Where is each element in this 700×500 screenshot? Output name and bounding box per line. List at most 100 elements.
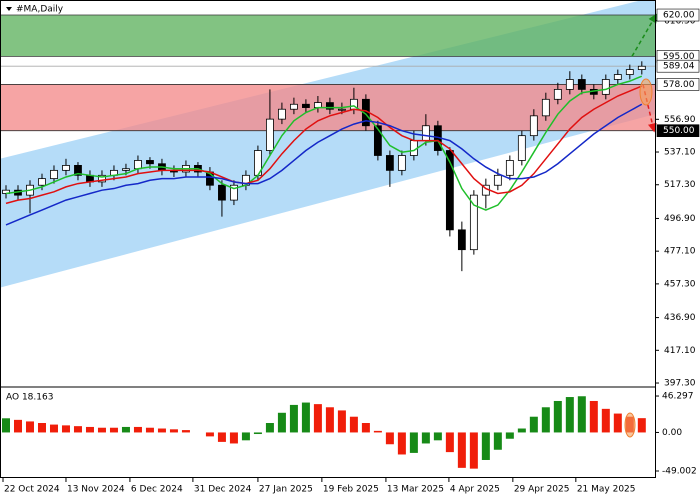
price-panel xyxy=(0,0,657,288)
ao-bar xyxy=(493,432,502,450)
x-tick-label: 13 Mar 2025 xyxy=(387,485,444,495)
ao-bar xyxy=(205,432,214,437)
x-tick-label: 21 May 2025 xyxy=(577,485,636,495)
ao-bar xyxy=(529,416,538,433)
ao-bar xyxy=(373,430,382,433)
x-tick-label: 13 Nov 2024 xyxy=(67,485,125,495)
ao-bar xyxy=(85,426,94,433)
candle-body xyxy=(493,174,502,186)
candle-body xyxy=(50,169,58,180)
ao-bar xyxy=(169,429,178,433)
y-tick-label: 397.30 xyxy=(664,379,696,389)
ao-bar xyxy=(517,428,526,433)
candle-body xyxy=(62,165,70,171)
candle-body xyxy=(457,229,466,251)
level-label-box xyxy=(656,78,700,91)
x-tick-label: 22 Oct 2024 xyxy=(4,485,60,495)
ao-bar xyxy=(49,424,58,433)
moving-average xyxy=(5,75,643,211)
candle-body xyxy=(421,125,430,142)
candle-body xyxy=(577,79,586,90)
candle-body xyxy=(146,160,154,165)
candle-body xyxy=(469,194,478,251)
ao-bar xyxy=(505,432,514,439)
ao-bar xyxy=(409,432,418,453)
y-tick-label: 537.10 xyxy=(664,148,696,158)
highlight xyxy=(639,78,653,106)
ao-bar xyxy=(313,404,322,433)
y-tick-label: 436.90 xyxy=(664,313,696,323)
candle-body xyxy=(553,88,562,100)
y-tick-label: 556.90 xyxy=(664,115,696,125)
ao-bar xyxy=(589,400,598,433)
ao-bar xyxy=(217,432,226,442)
oscillator-panel xyxy=(1,396,646,469)
candle-body xyxy=(565,79,574,90)
candle-body xyxy=(637,65,646,70)
ao-bar xyxy=(481,432,490,460)
ao-bar xyxy=(541,407,550,433)
osc-tick-label: 46.297 xyxy=(662,392,694,402)
candle-body xyxy=(529,115,538,137)
candle-body xyxy=(337,108,346,111)
ao-bar xyxy=(361,423,370,433)
candle-body xyxy=(218,184,226,201)
forecast-arrow xyxy=(631,13,657,57)
y-tick-label: 517.30 xyxy=(664,180,696,190)
trend-channel xyxy=(0,0,655,288)
moving-average xyxy=(5,103,643,226)
ao-bar xyxy=(13,419,22,433)
y-tick-label: 477.10 xyxy=(664,247,696,257)
level-label: 550.00 xyxy=(663,126,695,136)
candle-body xyxy=(290,103,298,110)
candle-body xyxy=(373,125,382,156)
ao-bar xyxy=(289,404,298,433)
ao-bar xyxy=(133,426,142,433)
candle-body xyxy=(74,165,82,176)
ao-bar xyxy=(385,432,394,445)
candle-body xyxy=(266,118,274,151)
candle-body xyxy=(122,168,130,171)
ao-bar xyxy=(433,432,442,441)
ao-bar xyxy=(145,427,154,433)
candle-body xyxy=(613,74,622,80)
candle-body xyxy=(302,103,310,108)
ao-bar xyxy=(181,430,190,433)
candle-body xyxy=(541,98,550,117)
candle-body xyxy=(325,102,334,110)
candle-body xyxy=(625,69,634,75)
x-tick-label: 29 Apr 2025 xyxy=(514,485,570,495)
menu-triangle[interactable] xyxy=(6,7,12,11)
ao-bar xyxy=(229,432,238,444)
level-label-box xyxy=(656,59,700,73)
candle-body xyxy=(38,178,46,186)
ao-bar xyxy=(325,407,334,433)
highlight xyxy=(624,412,636,438)
axes: 397.30 417.10 436.90 457.30 477.10 496.90 517.… xyxy=(2,8,700,495)
ao-bar xyxy=(1,418,10,433)
candle-body xyxy=(505,160,514,176)
frame xyxy=(0,0,656,478)
ao-bar xyxy=(613,413,622,433)
y-tick-label: 457.30 xyxy=(664,279,696,289)
candle-body xyxy=(385,155,394,171)
level-label-box xyxy=(656,124,700,138)
ao-bar xyxy=(109,427,118,433)
chart-title: #MA,Daily xyxy=(16,5,64,15)
x-tick-label: 6 Dec 2024 xyxy=(131,485,183,495)
ao-bar xyxy=(577,396,586,433)
ao-bar xyxy=(565,397,574,433)
ao-bar xyxy=(301,402,310,433)
ao-bar xyxy=(241,432,250,441)
candle-body xyxy=(517,135,526,161)
x-tick-label: 4 Apr 2025 xyxy=(450,485,500,495)
ao-bar xyxy=(61,425,70,433)
ao-bar xyxy=(637,418,646,433)
ao-bar xyxy=(97,427,106,433)
level-label: 578.00 xyxy=(663,80,695,90)
ao-bar xyxy=(421,432,430,444)
ao-bar xyxy=(337,410,346,433)
ao-bar xyxy=(157,428,166,433)
candle-body xyxy=(397,155,406,171)
ao-bar xyxy=(457,432,466,468)
